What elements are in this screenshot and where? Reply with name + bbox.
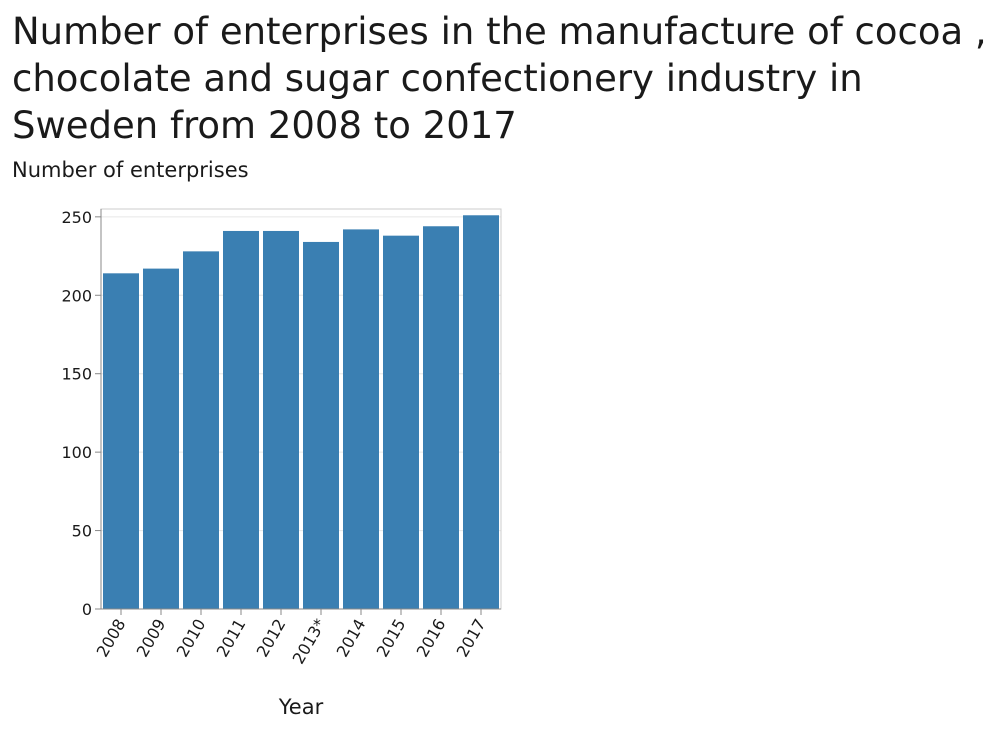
bar-2011 — [223, 230, 259, 609]
x-tick-label: 2015 — [373, 616, 410, 661]
y-tick-label: 200 — [61, 286, 92, 305]
bar-2017 — [463, 215, 499, 609]
x-tick-label: 2012 — [253, 616, 290, 661]
x-axis: 2008 2009 2010 2011 2012 2013* 2014 2015 2016 201… — [93, 608, 501, 668]
y-axis-title: Number of enterprises — [12, 158, 249, 182]
x-tick-label: 2009 — [133, 616, 170, 661]
bar-2016 — [423, 226, 459, 610]
bar-2014 — [343, 229, 379, 609]
x-tick-label: 2016 — [413, 616, 450, 661]
x-tick-label: 2010 — [173, 616, 210, 661]
x-tick-label: 2011 — [213, 616, 250, 661]
bars — [103, 215, 499, 610]
bar-2008 — [103, 273, 139, 609]
bar-2010 — [183, 251, 219, 609]
bar-2015 — [383, 235, 419, 609]
y-tick-label: 150 — [61, 365, 92, 384]
bar-2012 — [263, 230, 299, 609]
y-axis: 0 50 100 150 200 250 — [61, 208, 102, 619]
x-tick-label: 2014 — [333, 616, 370, 661]
y-tick-label: 100 — [61, 443, 92, 462]
y-tick-label: 0 — [82, 600, 92, 619]
x-tick-label: 2008 — [93, 616, 130, 661]
bar-2013* — [303, 241, 339, 610]
y-tick-label: 50 — [72, 522, 92, 541]
x-axis-title: Year — [278, 695, 324, 719]
bar-2009 — [143, 268, 179, 609]
x-tick-label: 2017 — [453, 616, 490, 661]
x-tick-label: 2013* — [289, 616, 330, 668]
y-tick-label: 250 — [61, 208, 92, 227]
chart-title: Number of enterprises in the manufacture… — [12, 10, 987, 147]
